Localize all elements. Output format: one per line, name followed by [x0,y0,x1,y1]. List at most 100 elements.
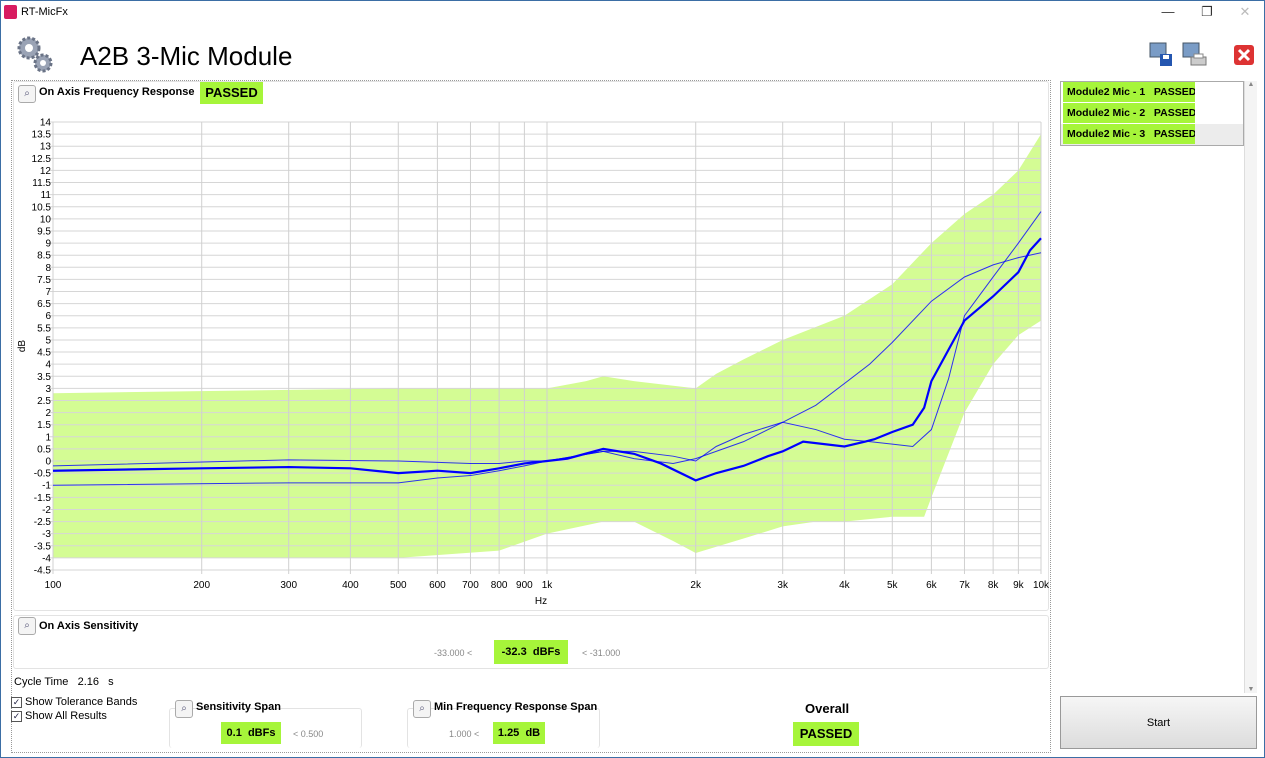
cycle-time-label: Cycle Time [14,676,69,688]
show-all-results-label: Show All Results [25,710,107,722]
y-tick-label: 11.5 [32,178,51,189]
y-tick-label: -1.5 [34,493,52,504]
sensitivity-title: On Axis Sensitivity [39,620,139,632]
overall-label: Overall [805,701,850,716]
zoom-icon[interactable]: ⌕ [18,85,36,103]
y-axis-label: dB [17,340,28,353]
show-tolerance-checkbox[interactable]: ✓ Show Tolerance Bands [11,696,137,708]
restore-button[interactable]: ❐ [1201,4,1213,19]
y-tick-label: 4 [45,360,51,371]
y-tick-label: 1 [45,432,51,443]
y-tick-label: 5 [45,335,51,346]
min-fr-span-unit: dB [525,727,541,739]
y-tick-label: 12.5 [32,154,52,165]
y-tick-label: 9.5 [37,226,51,237]
sensitivity-lower-limit: -33.000 < [434,648,473,658]
response-curve-3 [52,211,1042,486]
close-red-icon[interactable] [1233,44,1255,66]
checkbox-checked-icon[interactable]: ✓ [11,696,22,708]
x-tick-label: 700 [462,580,479,591]
x-tick-label: 500 [390,580,407,591]
x-tick-label: 6k [926,580,938,591]
x-tick-label: 5k [887,580,899,591]
response-curve-2 [52,252,1042,467]
y-tick-label: 2 [45,408,51,419]
result-item[interactable]: Module2 Mic - 2 PASSED [1063,103,1195,123]
app-icon [4,5,17,19]
sensitivity-span-value: 0.1 dBFs [221,722,281,744]
zoom-icon[interactable]: ⌕ [18,617,36,635]
y-tick-label: 13 [40,142,52,153]
scroll-up-icon[interactable]: ▲ [1247,81,1255,88]
response-curve-1 [52,237,1042,482]
page-title: A2B 3-Mic Module [80,41,293,71]
zoom-icon[interactable]: ⌕ [413,700,431,718]
show-all-results-checkbox[interactable]: ✓ Show All Results [11,710,107,722]
sensitivity-unit: dBFs [532,646,561,658]
frequency-response-chart: -4.5-4-3.5-3-2.5-2-1.5-1-0.500.511.522.5… [17,118,1050,608]
sensitivity-span-upper-limit: < 0.500 [293,729,324,739]
x-tick-label: 200 [193,580,210,591]
y-tick-label: 11 [41,190,52,201]
x-tick-label: 8k [988,580,1000,591]
main-panel [11,80,1051,753]
sensitivity-span-unit: dBFs [247,727,276,739]
minimize-button[interactable]: — [1161,4,1175,19]
y-tick-label: 3 [45,384,51,395]
results-list[interactable]: Module2 Mic - 1 PASSED Module2 Mic - 2 P… [1060,81,1244,146]
x-tick-label: 100 [45,580,62,591]
y-tick-label: -2.5 [34,517,52,528]
sensitivity-value: -32.3 dBFs [494,640,568,664]
y-tick-label: 6 [45,311,51,322]
print-icon[interactable] [1181,41,1207,67]
x-tick-label: 800 [491,580,508,591]
min-fr-span-value: 1.25 dB [493,722,545,744]
y-tick-label: 3.5 [37,372,51,383]
y-tick-label: 10.5 [32,202,52,213]
results-scrollbar[interactable]: ▲ ▼ [1244,81,1257,693]
x-tick-label: 600 [429,580,446,591]
y-tick-label: 0.5 [37,444,51,455]
zoom-icon[interactable]: ⌕ [175,700,193,718]
start-button[interactable]: Start [1060,696,1257,749]
y-tick-label: -4 [42,553,51,564]
show-tolerance-label: Show Tolerance Bands [25,696,138,708]
y-tick-label: 12 [40,166,52,177]
y-tick-label: 13.5 [32,130,52,141]
y-tick-label: -3 [42,529,51,540]
x-tick-label: 3k [777,580,789,591]
sensitivity-span-title: Sensitivity Span [196,701,281,713]
x-tick-label: 1k [542,580,554,591]
min-fr-span-lower-limit: 1.000 < [449,729,480,739]
save-icon[interactable] [1148,41,1174,67]
y-tick-label: 5.5 [37,323,51,334]
x-tick-label: 400 [342,580,359,591]
y-tick-label: -0.5 [34,469,52,480]
frequency-response-status: PASSED [200,82,263,104]
sensitivity-span-number: 0.1 [226,727,242,739]
close-window-button[interactable]: ✕ [1239,4,1251,19]
x-axis-label: Hz [535,596,547,607]
sensitivity-group: ⌕ On Axis Sensitivity -33.000 < -32.3 dB… [13,615,1049,669]
overall-status: PASSED [793,722,859,746]
sensitivity-span-group [169,708,362,748]
frequency-response-title: On Axis Frequency Response [39,86,195,98]
sensitivity-number: -32.3 [501,646,527,658]
cycle-time-value: 2.16 [77,676,99,688]
y-tick-label: 8.5 [37,251,51,262]
y-tick-label: 9 [45,239,51,250]
cycle-time-unit: s [108,676,114,688]
tolerance-band [53,134,1041,558]
checkbox-checked-icon[interactable]: ✓ [11,710,22,722]
x-tick-label: 300 [280,580,297,591]
y-tick-label: 8 [45,263,51,274]
y-tick-label: 7.5 [37,275,51,286]
scroll-down-icon[interactable]: ▼ [1247,686,1255,693]
x-tick-label: 9k [1013,580,1025,591]
min-fr-span-title: Min Frequency Response Span [434,701,598,713]
result-item[interactable]: Module2 Mic - 1 PASSED [1063,82,1195,102]
x-tick-label: 2k [690,580,702,591]
x-tick-label: 900 [516,580,533,591]
result-item[interactable]: Module2 Mic - 3 PASSED [1063,124,1195,144]
title-bar: RT-MicFx — ❐ ✕ [1,1,1265,25]
